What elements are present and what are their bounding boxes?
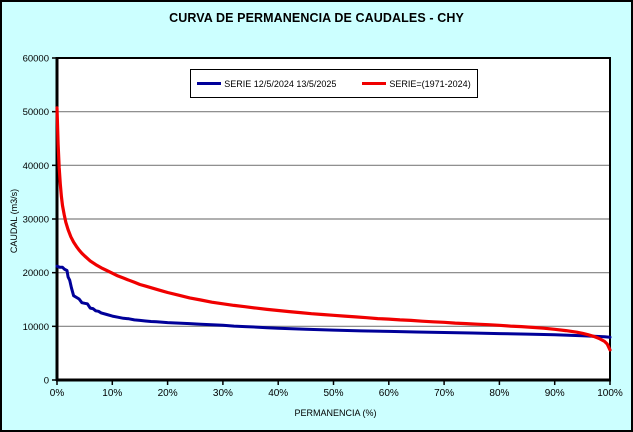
legend-item-serie-2024-2025: SERIE 12/5/2024 13/5/2025 xyxy=(197,79,336,89)
y-tick-label: 0 xyxy=(44,376,49,387)
series-line-1 xyxy=(55,106,612,352)
legend-line-sample-blue xyxy=(197,82,222,85)
y-axis-title: CAUDAL (m3/s) xyxy=(9,188,19,254)
x-tick-label: 10% xyxy=(102,388,122,399)
x-tick-label: 40% xyxy=(268,388,288,399)
legend-item-serie-1971-2024: SERIE=(1971-2024) xyxy=(362,78,471,89)
legend: SERIE 12/5/2024 13/5/2025 SERIE=(1971-20… xyxy=(190,69,478,98)
x-tick-label: 60% xyxy=(379,388,399,399)
x-tick-label: 0% xyxy=(50,388,65,399)
chart-title: CURVA DE PERMANENCIA DE CAUDALES - CHY xyxy=(169,11,464,25)
y-tick-label: 50000 xyxy=(23,107,49,118)
x-tick-label: 90% xyxy=(545,388,565,399)
y-tick-label: 60000 xyxy=(23,54,49,65)
y-tick-label: 10000 xyxy=(23,322,49,333)
x-tick-label: 100% xyxy=(597,388,623,399)
x-tick-label: 80% xyxy=(489,388,509,399)
legend-label: SERIE=(1971-2024) xyxy=(389,78,471,89)
legend-line-sample-red xyxy=(362,82,387,85)
y-tick-label: 40000 xyxy=(23,161,49,172)
y-tick-label: 20000 xyxy=(23,268,49,279)
legend-label: SERIE 12/5/2024 13/5/2025 xyxy=(224,78,337,89)
y-tick-label: 30000 xyxy=(23,215,49,226)
series-line-0 xyxy=(55,264,612,339)
x-tick-label: 20% xyxy=(158,388,178,399)
x-tick-label: 70% xyxy=(434,388,454,399)
x-tick-label: 30% xyxy=(213,388,233,399)
x-tick-label: 50% xyxy=(323,388,343,399)
x-axis-title: PERMANENCIA (%) xyxy=(294,408,377,418)
